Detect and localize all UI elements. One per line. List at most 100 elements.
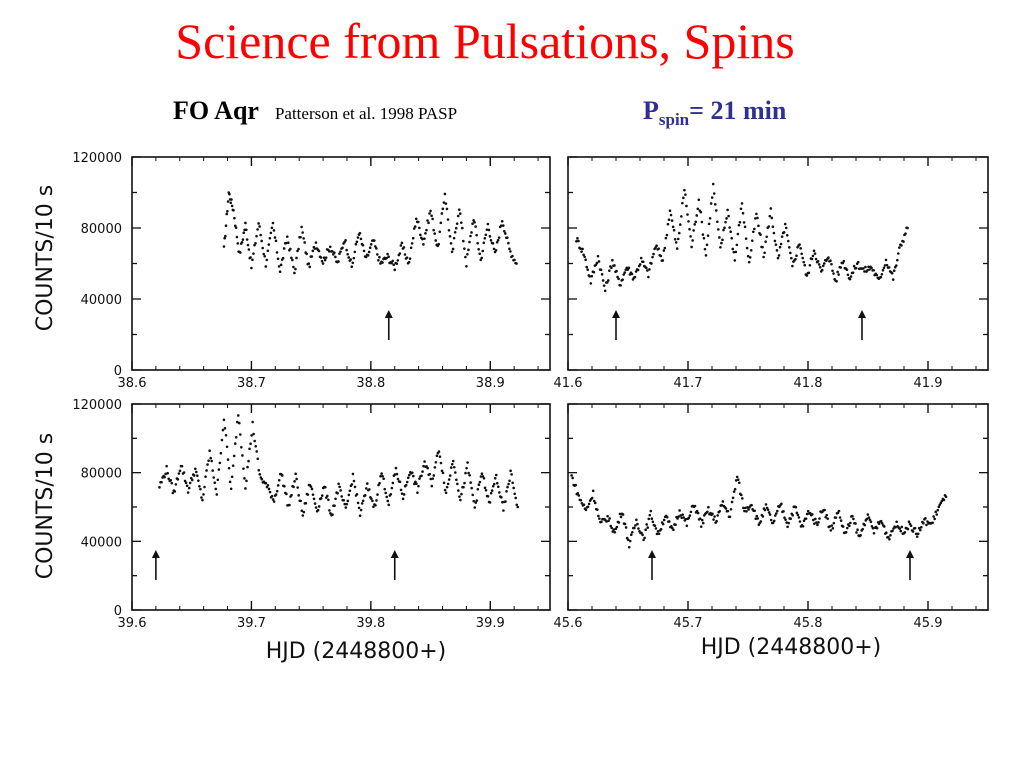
data-point [446, 482, 450, 486]
data-point [328, 509, 331, 512]
data-point [458, 212, 462, 215]
data-point [415, 482, 418, 486]
data-point [832, 272, 835, 275]
data-point [451, 247, 455, 251]
data-point [438, 230, 442, 234]
data-point [712, 518, 715, 521]
data-point [662, 518, 666, 522]
data-point [880, 522, 884, 525]
data-point [411, 471, 414, 474]
data-point [185, 484, 189, 488]
data-point [570, 474, 573, 477]
data-point [352, 256, 356, 260]
data-point [747, 508, 750, 511]
data-point [701, 521, 705, 525]
data-point [846, 273, 850, 277]
data-point [384, 491, 388, 495]
data-point [230, 198, 233, 201]
data-point [583, 255, 586, 259]
data-point [657, 532, 661, 536]
data-point [826, 517, 830, 520]
data-point [351, 472, 355, 476]
data-point [687, 220, 690, 223]
data-point [359, 508, 363, 512]
data-point [837, 509, 841, 513]
data-point [292, 485, 295, 489]
data-point [382, 477, 385, 481]
data-point [920, 525, 923, 529]
data-point [221, 428, 225, 432]
data-point [269, 231, 273, 235]
data-point [499, 224, 503, 227]
data-point [372, 505, 375, 509]
data-point [443, 192, 447, 196]
data-point [764, 503, 768, 506]
data-point [636, 522, 639, 526]
data-point [797, 516, 801, 519]
data-point [668, 520, 671, 523]
data-point [721, 238, 724, 242]
data-point [254, 445, 257, 448]
data-point [870, 266, 873, 270]
data-point [345, 502, 349, 506]
data-point [813, 252, 817, 255]
data-point [729, 507, 733, 511]
data-point [728, 515, 732, 519]
data-point [756, 517, 760, 520]
data-point [193, 467, 197, 471]
data-point [477, 483, 481, 487]
data-point [266, 483, 270, 487]
data-point [747, 260, 751, 264]
data-point [590, 274, 594, 278]
data-point [399, 244, 403, 247]
data-point [255, 450, 259, 453]
data-point [261, 246, 264, 250]
data-point [310, 487, 314, 491]
data-point [334, 255, 337, 259]
data-point [214, 487, 218, 491]
data-point [481, 249, 485, 253]
x-tick-label: 45.7 [674, 616, 703, 631]
data-point [875, 526, 879, 530]
data-point [642, 538, 645, 542]
data-point [746, 506, 749, 509]
data-point [430, 484, 434, 488]
data-point [931, 521, 934, 525]
data-point [898, 527, 902, 530]
arrow-head [612, 310, 620, 318]
data-point [890, 271, 894, 275]
y-tick-label: 40000 [81, 535, 122, 550]
data-point [480, 472, 484, 476]
data-point [789, 517, 792, 521]
data-point [378, 255, 381, 259]
data-point [513, 258, 516, 262]
data-point [872, 531, 876, 535]
data-point [297, 247, 300, 251]
data-point [808, 264, 812, 267]
data-point [247, 459, 250, 463]
data-point [205, 469, 208, 472]
data-point [726, 509, 730, 513]
data-point [515, 262, 518, 265]
data-point [880, 272, 884, 276]
data-point [252, 432, 255, 436]
data-point [735, 243, 739, 247]
data-point [688, 227, 691, 231]
data-point [228, 480, 232, 484]
data-point [577, 239, 580, 243]
data-point [492, 482, 496, 486]
data-point [656, 529, 660, 533]
data-point [875, 273, 879, 277]
data-point [362, 249, 366, 253]
data-point [509, 250, 512, 253]
data-point [320, 494, 324, 497]
data-point [246, 243, 250, 247]
data-point [358, 514, 362, 517]
data-point [586, 505, 590, 509]
data-point [278, 270, 282, 274]
data-point [723, 226, 726, 230]
data-point [710, 196, 714, 199]
data-point [327, 250, 331, 253]
data-point [789, 251, 792, 255]
data-point [443, 488, 447, 492]
